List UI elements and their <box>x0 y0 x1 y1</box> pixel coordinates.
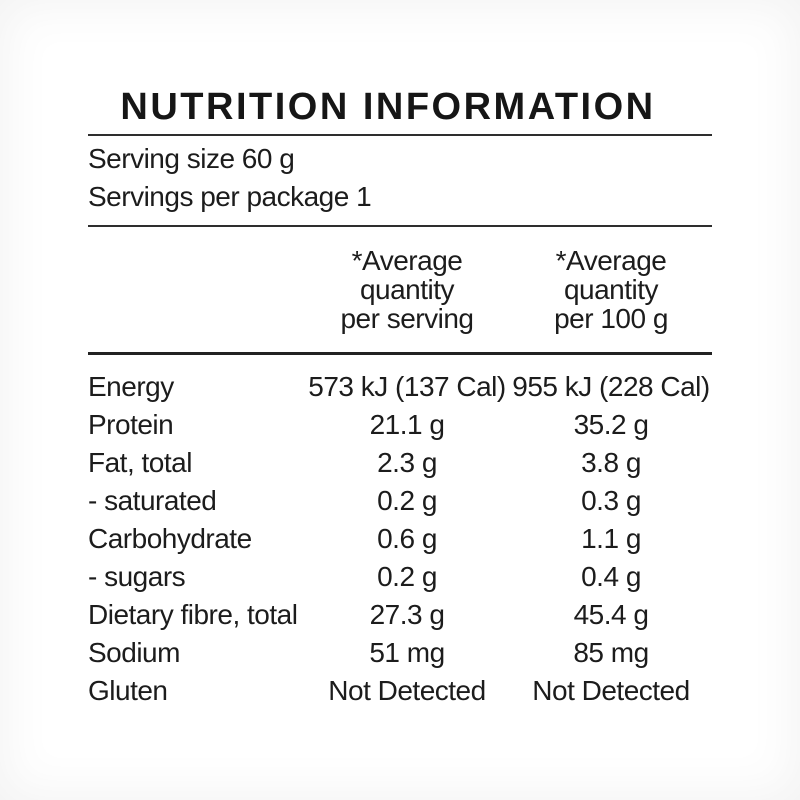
nutrient-name: Energy <box>88 371 174 402</box>
value-per-serving: 27.3 g <box>369 599 445 630</box>
nutrient-name: Fat, total <box>88 447 192 478</box>
table-row: Dietary fibre, total 27.3 g 45.4 g <box>88 596 712 634</box>
header-line: quantity <box>563 274 659 305</box>
value-per-100g: 0.3 g <box>581 485 641 516</box>
servings-per-package-text: Servings per package 1 <box>88 181 372 212</box>
divider-under-title <box>88 134 712 136</box>
table-row: Gluten Not Detected Not Detected <box>88 672 712 710</box>
table-row: - saturated 0.2 g 0.3 g <box>88 482 712 520</box>
value-per-100g: 35.2 g <box>573 409 649 440</box>
column-header-per-100g: *Average quantity per 100 g <box>510 246 712 333</box>
nutrient-name: Protein <box>88 409 174 440</box>
nutrient-table: Energy 573 kJ (137 Cal) 955 kJ (228 Cal)… <box>88 368 712 710</box>
value-per-serving: 0.6 g <box>377 523 437 554</box>
value-per-100g: 955 kJ (228 Cal) <box>512 371 710 402</box>
table-row: Carbohydrate 0.6 g 1.1 g <box>88 520 712 558</box>
value-per-serving: 0.2 g <box>377 561 437 592</box>
divider-under-serving-info <box>88 225 712 227</box>
column-headers: *Average quantity per serving *Average q… <box>88 246 712 333</box>
value-per-100g: 1.1 g <box>581 523 641 554</box>
value-per-100g: 45.4 g <box>573 599 649 630</box>
table-row: Sodium 51 mg 85 mg <box>88 634 712 672</box>
divider-under-headers <box>88 352 712 355</box>
table-row: Protein 21.1 g 35.2 g <box>88 406 712 444</box>
table-row: - sugars 0.2 g 0.4 g <box>88 558 712 596</box>
nutrient-name: Dietary fibre, total <box>88 599 298 630</box>
page-title: NUTRITION INFORMATION <box>120 86 656 128</box>
nutrient-name: Gluten <box>88 675 168 706</box>
value-per-100g: Not Detected <box>532 675 690 706</box>
value-per-100g: 85 mg <box>573 637 649 668</box>
header-line: per 100 g <box>554 303 668 334</box>
value-per-serving: 51 mg <box>369 637 445 668</box>
value-per-serving: 21.1 g <box>369 409 445 440</box>
value-per-serving: 2.3 g <box>377 447 437 478</box>
header-line: *Average <box>351 245 463 276</box>
serving-size-text: Serving size 60 g <box>88 143 295 174</box>
table-row: Energy 573 kJ (137 Cal) 955 kJ (228 Cal) <box>88 368 712 406</box>
header-line: *Average <box>555 245 667 276</box>
value-per-100g: 0.4 g <box>581 561 641 592</box>
value-per-serving: Not Detected <box>328 675 486 706</box>
header-line: quantity <box>359 274 455 305</box>
nutrient-name: Sodium <box>88 637 180 668</box>
value-per-serving: 0.2 g <box>377 485 437 516</box>
column-header-per-serving: *Average quantity per serving <box>304 246 510 333</box>
nutrient-name: Carbohydrate <box>88 523 252 554</box>
nutrient-name: - sugars <box>88 561 186 592</box>
serving-info: Serving size 60 g Servings per package 1 <box>88 140 712 216</box>
header-line: per serving <box>340 303 474 334</box>
table-row: Fat, total 2.3 g 3.8 g <box>88 444 712 482</box>
value-per-serving: 573 kJ (137 Cal) <box>308 371 506 402</box>
value-per-100g: 3.8 g <box>581 447 641 478</box>
nutrient-name: - saturated <box>88 485 217 516</box>
